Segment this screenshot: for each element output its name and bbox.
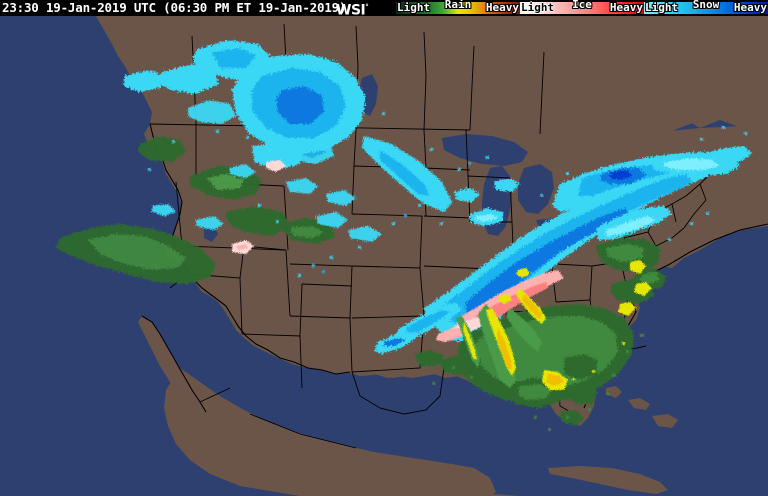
echo-dakotas-streak	[362, 136, 452, 212]
echo-northern-plains-snow	[124, 40, 366, 170]
echo-scattered-speckle	[148, 104, 747, 431]
wsi-logo-mark: °	[365, 3, 369, 11]
legend-group-ice: Light Ice Heavy	[520, 0, 644, 16]
wsi-logo: WSI°	[336, 0, 369, 19]
legend-ice-light-label: Light	[521, 1, 555, 14]
legend-gradient-rain	[396, 2, 520, 14]
precipitation-legend: Light Rain Heavy Light Ice Heavy Light S…	[396, 0, 768, 16]
legend-snow-light-label: Light	[645, 1, 679, 14]
legend-ice-heavy-label: Heavy	[609, 1, 643, 14]
header-bar: 23:30 19-Jan-2019 UTC (06:30 PM ET 19-Ja…	[0, 0, 768, 19]
legend-rain-type-label: Rain	[444, 0, 472, 11]
radar-map-svg	[0, 16, 768, 496]
radar-map[interactable]	[0, 16, 768, 496]
legend-ice-type-label: Ice	[572, 0, 592, 11]
wsi-logo-text: WSI	[336, 2, 366, 19]
legend-group-rain: Light Rain Heavy	[396, 0, 520, 16]
legend-snow-type-label: Snow	[692, 0, 720, 11]
legend-snow-heavy-label: Heavy	[733, 1, 767, 14]
echo-pacific-northwest	[56, 136, 336, 284]
legend-rain-light-label: Light	[397, 1, 431, 14]
legend-gradient-ice	[520, 2, 644, 14]
timestamp-label: 23:30 19-Jan-2019 UTC (06:30 PM ET 19-Ja…	[2, 0, 347, 15]
legend-gradient-snow	[644, 2, 768, 14]
legend-group-snow: Light Snow Heavy	[644, 0, 768, 16]
echo-gulf-squall-line	[456, 260, 652, 390]
legend-rain-heavy-label: Heavy	[485, 1, 519, 14]
